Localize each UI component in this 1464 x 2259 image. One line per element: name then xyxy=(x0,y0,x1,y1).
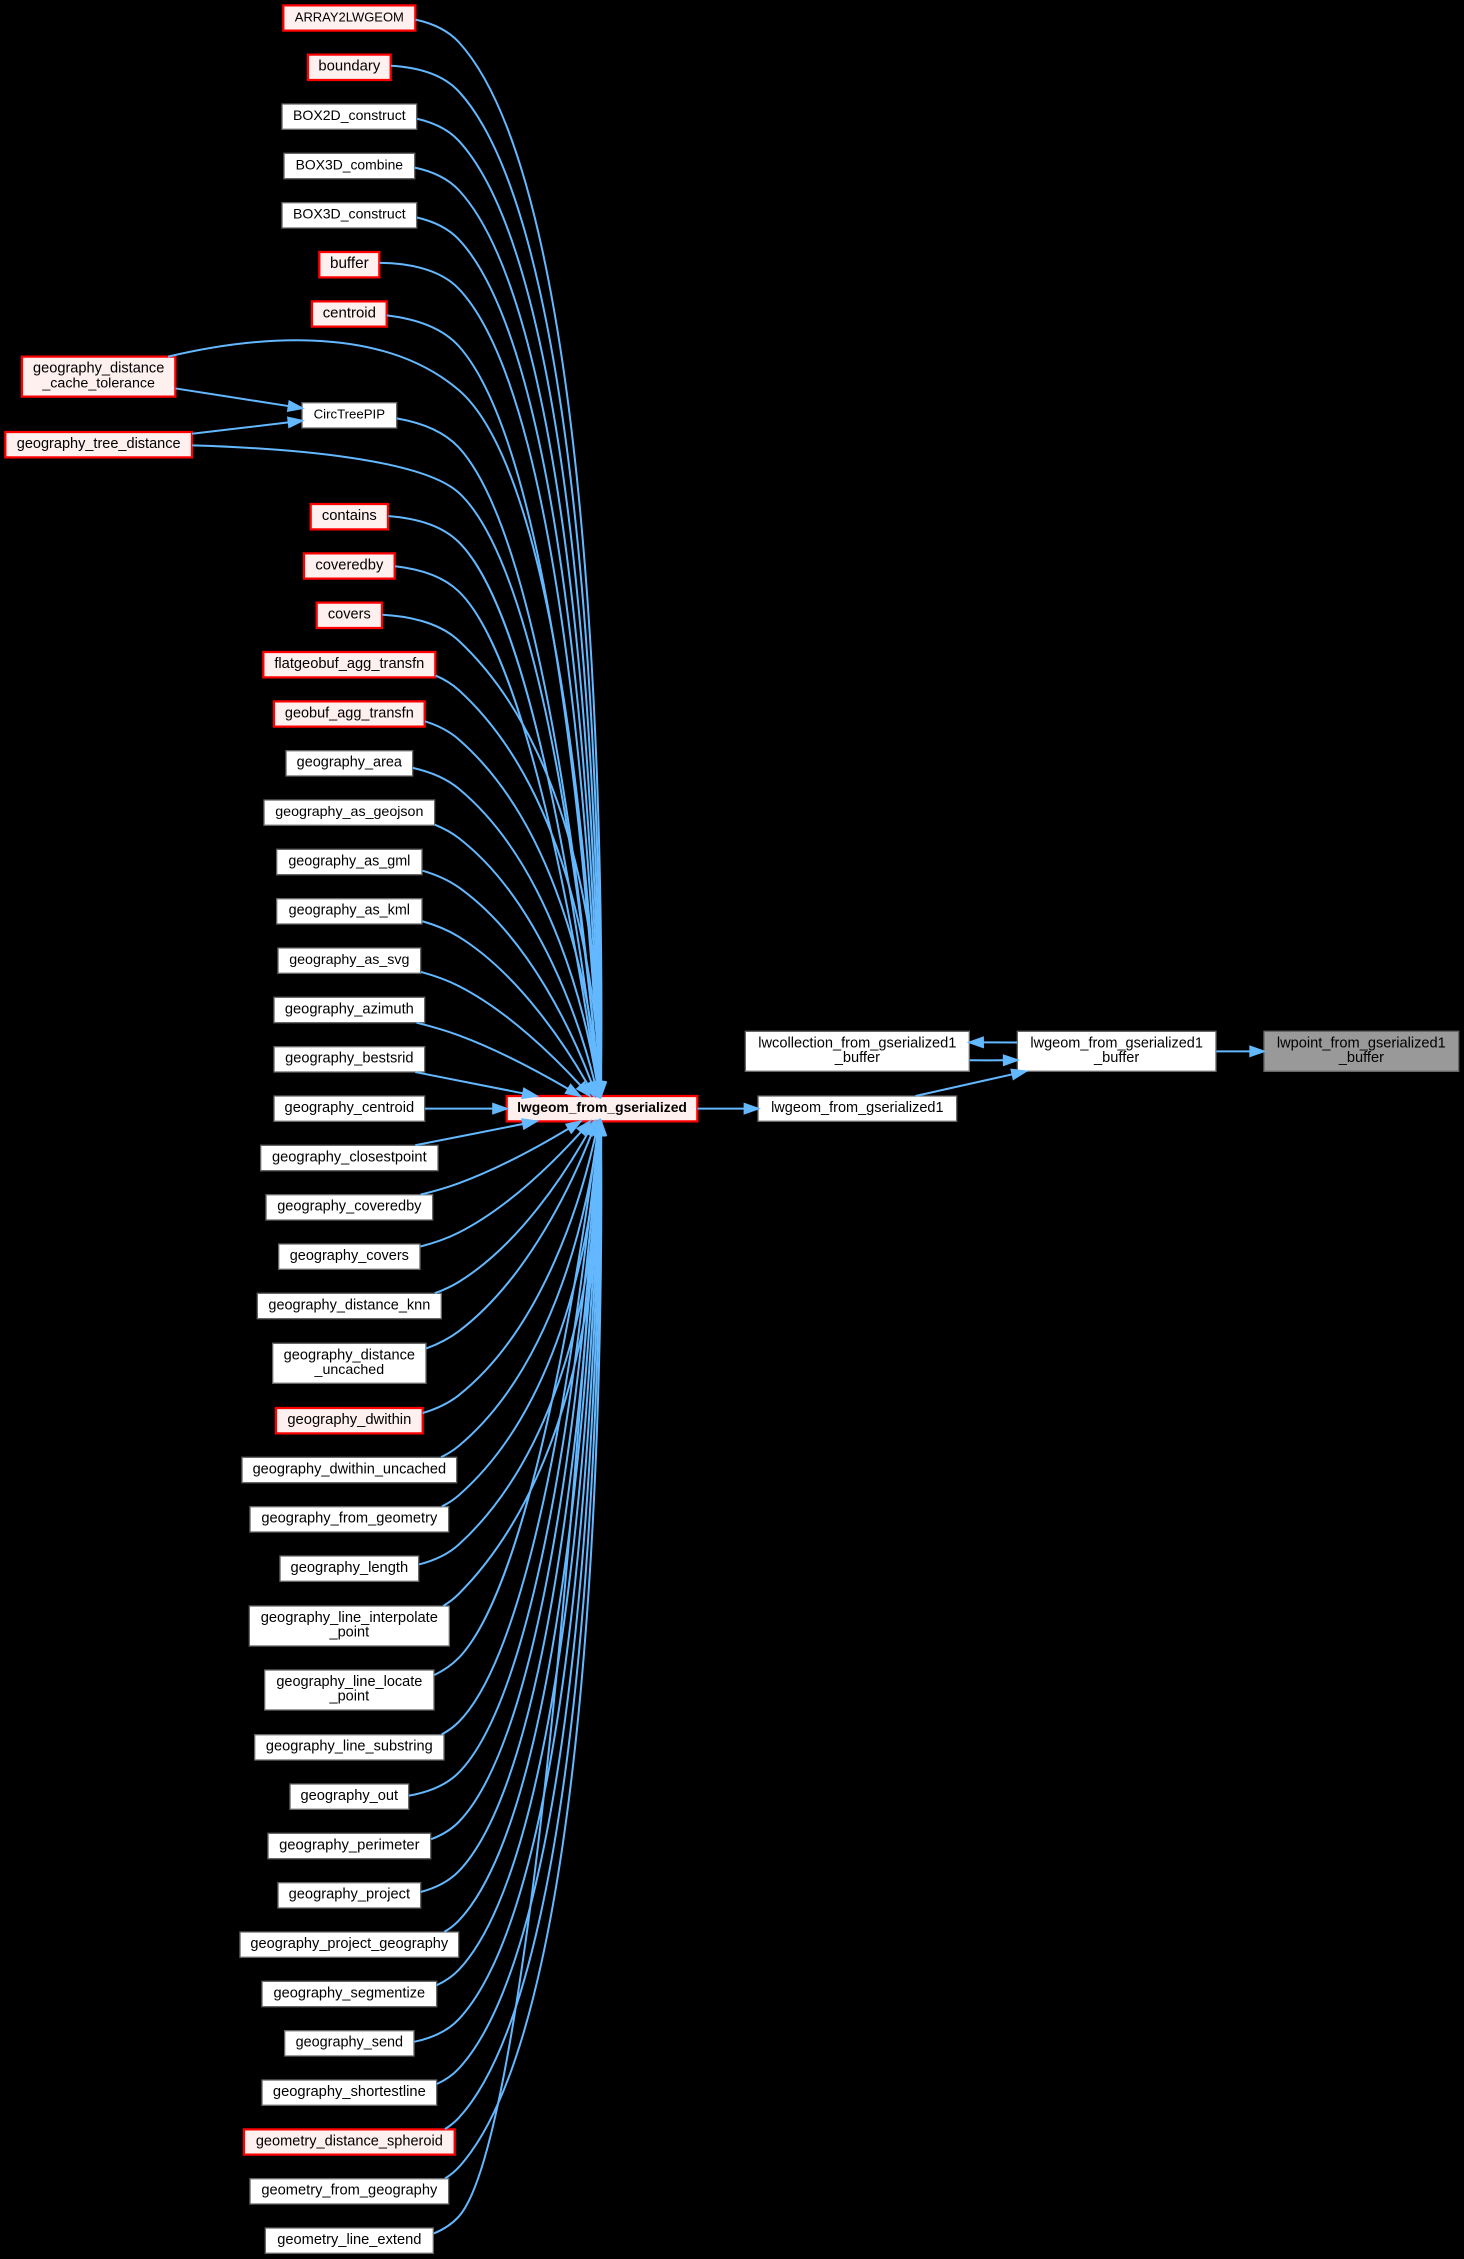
svg-text:coveredby: coveredby xyxy=(315,557,384,573)
svg-text:geography_project: geography_project xyxy=(289,1887,410,1903)
svg-text:lwpoint_from_gserialized1: lwpoint_from_gserialized1 xyxy=(1277,1035,1446,1051)
svg-text:geography_covers: geography_covers xyxy=(290,1248,409,1264)
svg-text:geometry_from_geography: geometry_from_geography xyxy=(261,2183,438,2199)
svg-text:boundary: boundary xyxy=(318,59,380,75)
svg-text:_uncached: _uncached xyxy=(314,1362,385,1378)
svg-text:geography_as_svg: geography_as_svg xyxy=(289,952,409,968)
svg-text:geography_send: geography_send xyxy=(296,2035,403,2051)
svg-text:geography_length: geography_length xyxy=(291,1560,409,1576)
svg-text:lwgeom_from_gserialized1: lwgeom_from_gserialized1 xyxy=(771,1100,943,1116)
svg-text:geography_bestsrid: geography_bestsrid xyxy=(285,1051,413,1067)
svg-text:lwgeom_from_gserialized: lwgeom_from_gserialized xyxy=(517,1099,687,1115)
svg-text:geography_segmentize: geography_segmentize xyxy=(274,1985,426,2001)
svg-text:covers: covers xyxy=(328,607,371,623)
svg-text:geography_distance: geography_distance xyxy=(284,1347,415,1363)
svg-text:BOX2D_construct: BOX2D_construct xyxy=(293,107,406,123)
svg-text:geometry_line_extend: geometry_line_extend xyxy=(277,2232,421,2248)
svg-text:geography_distance: geography_distance xyxy=(33,361,164,377)
svg-text:lwcollection_from_gserialized1: lwcollection_from_gserialized1 xyxy=(758,1035,956,1051)
svg-text:lwgeom_from_gserialized1: lwgeom_from_gserialized1 xyxy=(1030,1035,1202,1051)
svg-text:_buffer: _buffer xyxy=(1338,1050,1384,1066)
svg-text:_buffer: _buffer xyxy=(1093,1050,1139,1066)
svg-text:geography_tree_distance: geography_tree_distance xyxy=(17,436,181,452)
svg-text:geography_coveredby: geography_coveredby xyxy=(277,1199,422,1215)
svg-text:geography_shortestline: geography_shortestline xyxy=(273,2084,426,2100)
svg-text:flatgeobuf_agg_transfn: flatgeobuf_agg_transfn xyxy=(274,656,424,672)
svg-text:ARRAY2LWGEOM: ARRAY2LWGEOM xyxy=(295,9,404,24)
svg-text:geography_closestpoint: geography_closestpoint xyxy=(272,1149,427,1165)
svg-text:geography_project_geography: geography_project_geography xyxy=(250,1936,448,1952)
svg-text:geography_line_substring: geography_line_substring xyxy=(266,1739,433,1755)
svg-text:_cache_tolerance: _cache_tolerance xyxy=(41,375,155,391)
svg-text:geography_from_geometry: geography_from_geometry xyxy=(261,1511,438,1527)
svg-text:geography_as_gml: geography_as_gml xyxy=(288,853,410,869)
svg-text:geography_out: geography_out xyxy=(301,1788,399,1804)
svg-text:BOX3D_combine: BOX3D_combine xyxy=(296,156,404,172)
svg-text:_point: _point xyxy=(329,1689,370,1705)
svg-text:geography_azimuth: geography_azimuth xyxy=(285,1001,414,1017)
svg-text:contains: contains xyxy=(322,508,377,524)
svg-text:geography_as_kml: geography_as_kml xyxy=(289,903,410,919)
svg-text:geography_line_interpolate: geography_line_interpolate xyxy=(261,1610,438,1626)
svg-text:geometry_distance_spheroid: geometry_distance_spheroid xyxy=(256,2133,443,2149)
svg-text:geography_as_geojson: geography_as_geojson xyxy=(275,804,423,820)
svg-text:geography_perimeter: geography_perimeter xyxy=(279,1837,420,1853)
svg-text:geography_area: geography_area xyxy=(297,755,403,771)
svg-text:geography_line_locate: geography_line_locate xyxy=(276,1674,422,1690)
svg-text:BOX3D_construct: BOX3D_construct xyxy=(293,206,406,222)
svg-text:geography_dwithin_uncached: geography_dwithin_uncached xyxy=(253,1461,447,1477)
svg-text:_point: _point xyxy=(329,1625,370,1641)
svg-text:geography_distance_knn: geography_distance_knn xyxy=(268,1297,430,1313)
svg-text:geography_centroid: geography_centroid xyxy=(285,1100,415,1116)
svg-text:CircTreePIP: CircTreePIP xyxy=(314,407,386,422)
svg-text:geography_dwithin: geography_dwithin xyxy=(287,1412,411,1428)
svg-text:_buffer: _buffer xyxy=(834,1050,880,1066)
svg-text:geobuf_agg_transfn: geobuf_agg_transfn xyxy=(285,705,414,721)
svg-text:centroid: centroid xyxy=(323,304,376,321)
svg-text:buffer: buffer xyxy=(330,255,369,272)
